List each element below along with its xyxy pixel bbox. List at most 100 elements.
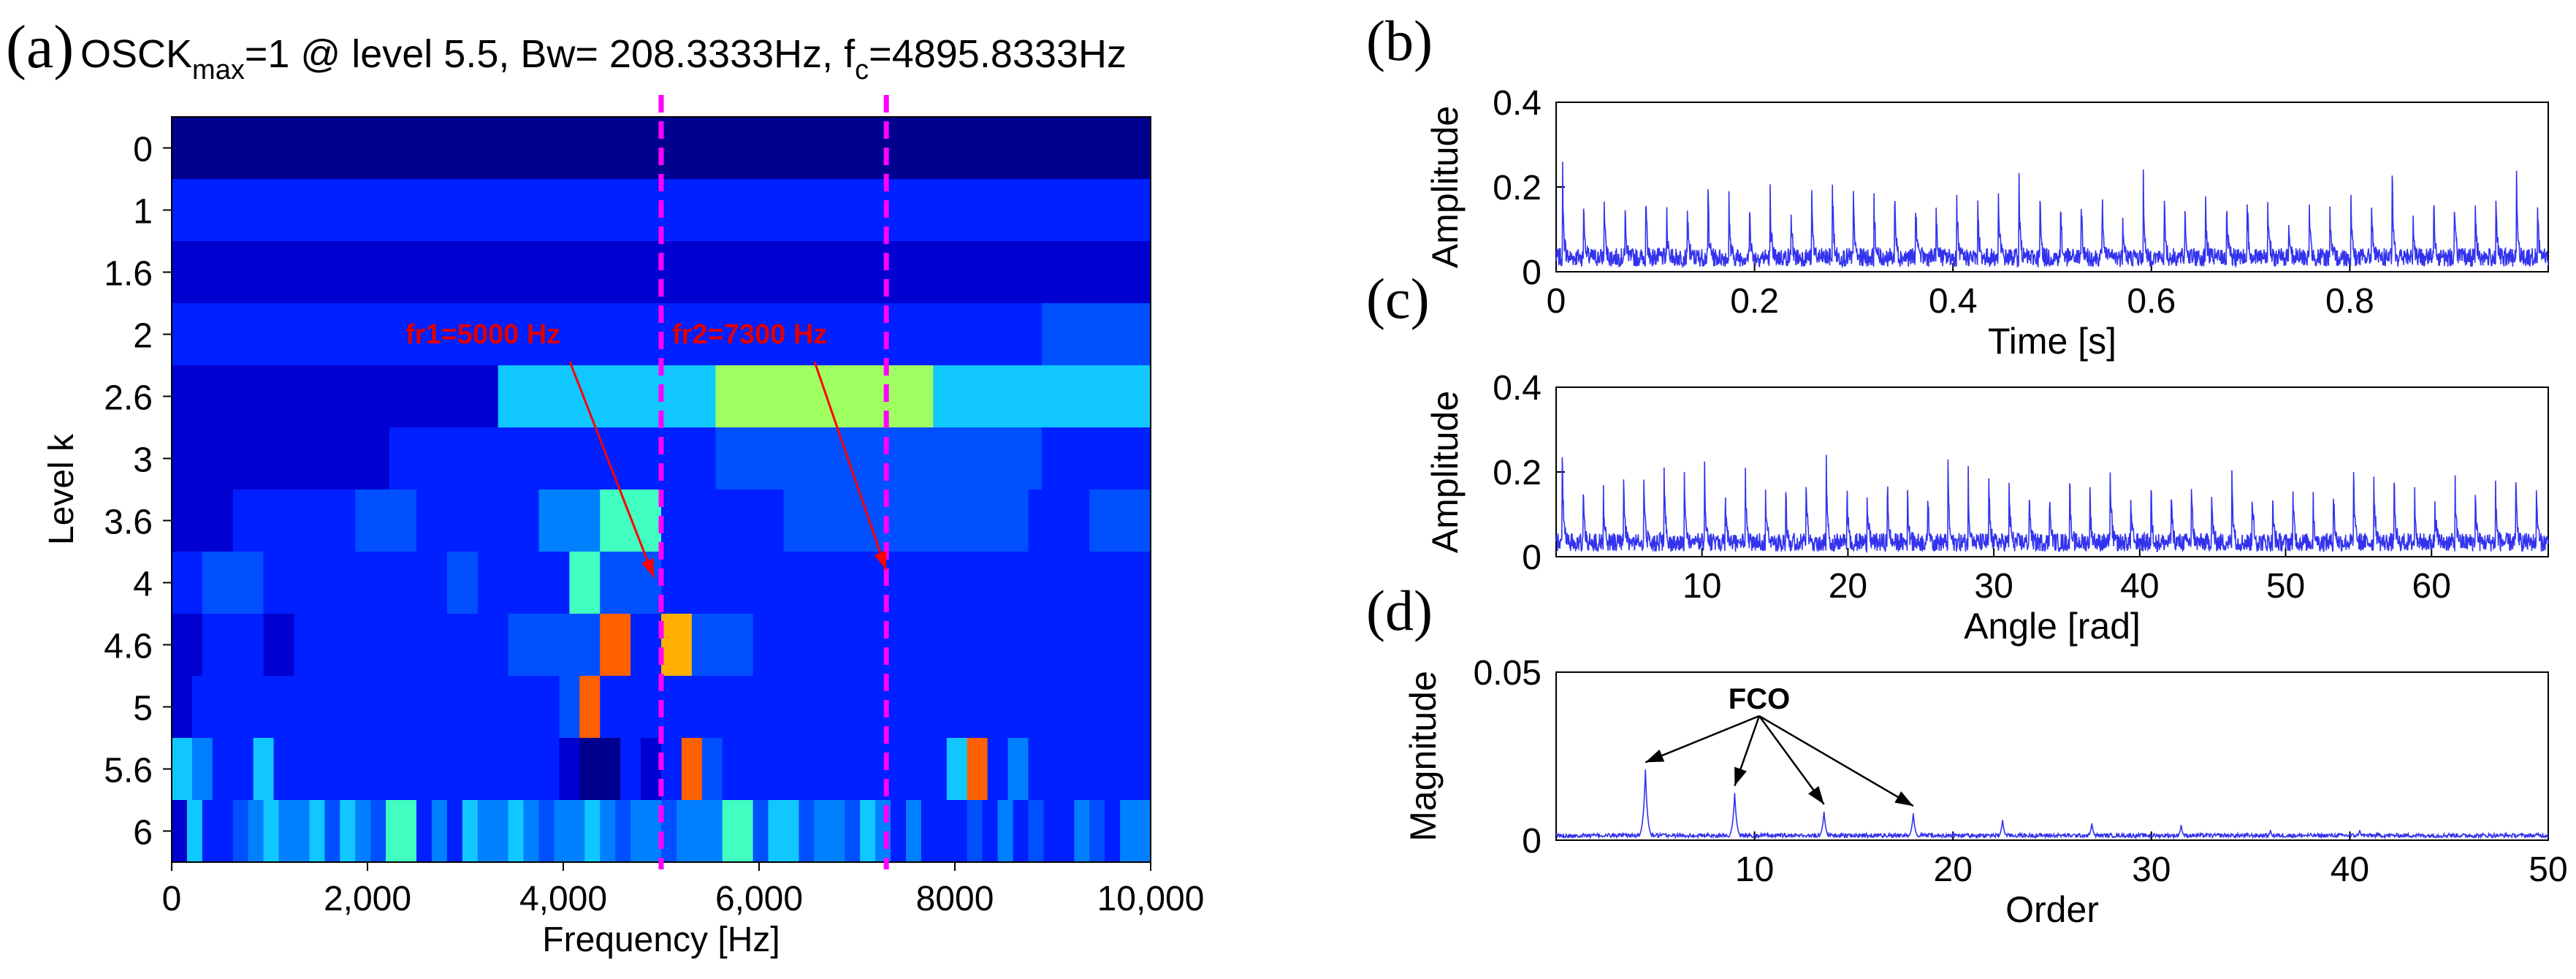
x-tick-label: 0 [162, 880, 182, 918]
heatmap-cell [600, 552, 631, 614]
heatmap-cell [1110, 738, 1131, 801]
heatmap-cell [1042, 365, 1151, 428]
heatmap-cell [1013, 800, 1029, 863]
heatmap-cell [715, 427, 825, 490]
x-tick-label: 30 [2132, 850, 2171, 889]
heatmap-cell [722, 800, 739, 863]
heatmap-cell [967, 800, 983, 863]
heatmap-cell [783, 676, 805, 739]
heatmap-cell [278, 800, 295, 863]
heatmap-cell [987, 738, 1009, 801]
heatmap-cell [457, 738, 479, 801]
heatmap-cell [253, 738, 275, 801]
x-tick-label: 0.4 [1929, 282, 1978, 321]
heatmap-cell [172, 676, 193, 739]
heatmap-cell [860, 800, 876, 863]
heatmap-cell [273, 676, 295, 739]
x-tick-label: 0 [1547, 282, 1566, 321]
fco-arrowhead [1808, 785, 1824, 804]
heatmap-cell [477, 490, 540, 552]
heatmap-cell [280, 365, 390, 428]
resonance-arrow [568, 361, 655, 578]
fco-arrowhead [1645, 749, 1665, 763]
heatmap-cell [661, 241, 1151, 304]
heatmap-cell [584, 800, 601, 863]
fco-arrowhead [1734, 766, 1747, 786]
heatmap-cell [172, 614, 203, 677]
x-tick-label: 20 [1934, 850, 1973, 889]
heatmap-cell [202, 800, 218, 863]
x-axis-label: Angle [rad] [1964, 606, 2141, 647]
heatmap-cell [446, 614, 479, 677]
heatmap-cell [172, 738, 193, 801]
heatmap-cell [1007, 676, 1029, 739]
x-axis-label: Order [2005, 889, 2099, 930]
heatmap-cell [314, 738, 335, 801]
x-tick-label: 20 [1829, 567, 1867, 606]
y-tick-label: 4 [133, 565, 153, 604]
heatmap-cell [446, 800, 463, 863]
heatmap-cell [477, 738, 499, 801]
heatmap-cell [783, 490, 845, 552]
heatmap-cell [737, 800, 754, 863]
heatmap-cell [202, 552, 234, 614]
heatmap-cell [232, 738, 254, 801]
x-tick-label: 0.2 [1730, 282, 1779, 321]
heatmap-cell [232, 676, 254, 739]
heatmap-cell [691, 800, 708, 863]
heatmap-cell [701, 738, 723, 801]
heatmap-cell [172, 303, 281, 366]
heatmap-cell [742, 676, 764, 739]
heatmap-cell [715, 303, 825, 366]
plot-frame [1555, 671, 2549, 841]
heatmap-cell [389, 365, 499, 428]
x-tick-label: 2,000 [324, 880, 411, 918]
heatmap-cell [457, 676, 479, 739]
heatmap-cell [273, 738, 295, 801]
heatmap-cell [232, 614, 264, 677]
heatmap-cell [1048, 738, 1070, 801]
heatmap-cell [600, 676, 621, 739]
heatmap-cell [824, 303, 934, 366]
heatmap-cell [676, 800, 693, 863]
y-tick-label: 0.4 [1493, 369, 1542, 408]
heatmap-cell [1089, 614, 1121, 677]
heatmap-cell [335, 676, 356, 739]
y-tick-label: 4.6 [104, 628, 153, 666]
panel-a-letter: (a) [6, 13, 74, 81]
heatmap-cell [661, 614, 693, 677]
heatmap-cell [926, 738, 948, 801]
fco-arrowhead [1894, 791, 1913, 807]
heatmap-cell [172, 365, 281, 428]
y-tick-label: 0 [1522, 254, 1542, 292]
heatmap-cell [376, 676, 397, 739]
x-axis-label: Time [s] [1988, 321, 2116, 362]
y-tick-label: 2.6 [104, 379, 153, 418]
heatmap-cell [396, 676, 417, 739]
y-tick-label: 2 [133, 317, 153, 356]
heatmap-cell [569, 552, 601, 614]
panel-b-letter: (b) [1366, 9, 1433, 72]
heatmap-cell [431, 800, 448, 863]
heatmap-cell [416, 676, 438, 739]
heatmap-cell [1028, 614, 1059, 677]
heatmap-cell [294, 552, 325, 614]
x-tick-label: 40 [2331, 850, 2369, 889]
heatmap-cell [1120, 552, 1151, 614]
heatmap-cell [498, 303, 608, 366]
heatmap-cell [829, 800, 845, 863]
heatmap-cell [763, 738, 785, 801]
heatmap-cell [1089, 676, 1110, 739]
heatmap-cell [1028, 800, 1045, 863]
title-sub-max: max [192, 55, 245, 85]
heatmap-cell [263, 552, 295, 614]
heatmap-cell [1110, 676, 1131, 739]
heatmap-cell [875, 614, 907, 677]
y-tick-label: 0.2 [1493, 169, 1542, 207]
title-sub-c: c [855, 55, 869, 85]
heatmap-cell [641, 738, 662, 801]
fco-arrow [1758, 715, 1914, 807]
heatmap-cell [742, 738, 764, 801]
heatmap-cell [620, 738, 641, 801]
